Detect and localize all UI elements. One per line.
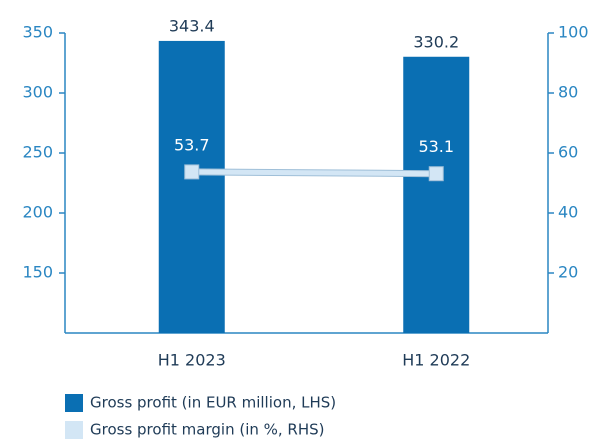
bar (158, 40, 225, 334)
legend-swatch (65, 394, 83, 412)
y-tick-label: 250 (22, 143, 53, 162)
x-tick-label: H1 2023 (158, 351, 226, 370)
line-marker (184, 164, 200, 180)
y2-tick-label: 60 (558, 143, 578, 162)
line-value-label: 53.7 (174, 135, 210, 154)
bar (403, 56, 470, 333)
y2-tick-label: 40 (558, 203, 578, 222)
bar-value-label: 343.4 (169, 16, 215, 35)
y-tick-label: 150 (22, 263, 53, 282)
line (191, 169, 437, 177)
y-tick-label: 200 (22, 203, 53, 222)
legend-swatch (65, 421, 83, 439)
legend-label: Gross profit margin (in %, RHS) (90, 421, 325, 439)
line-marker (428, 166, 444, 182)
bar-value-label: 330.2 (413, 32, 459, 51)
y2-tick-label: 80 (558, 83, 578, 102)
x-tick-label: H1 2022 (402, 351, 470, 370)
line-value-label: 53.1 (418, 137, 454, 156)
y-tick-label: 300 (22, 83, 53, 102)
y-tick-label: 350 (22, 23, 53, 42)
y2-tick-label: 100 (558, 23, 589, 42)
legend-label: Gross profit (in EUR million, LHS) (90, 394, 336, 412)
y2-tick-label: 20 (558, 263, 578, 282)
